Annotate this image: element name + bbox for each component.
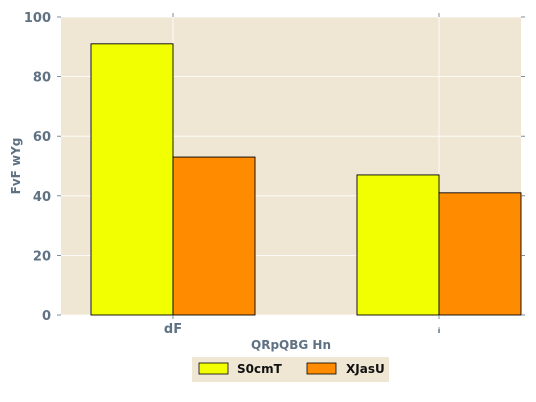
bars-group — [90, 43, 522, 316]
x-axis-ticks: dF ᵢ — [164, 13, 441, 337]
y-tick-label: 0 — [42, 309, 51, 324]
legend: S0cmT XJasU — [192, 357, 389, 382]
x-axis-label: QRpQBG Hn — [251, 338, 331, 352]
y-axis-label: FvF wYg — [9, 138, 23, 195]
y-axis-ticks: 0 20 40 60 80 100 — [24, 11, 525, 324]
bar-1-2 — [356, 174, 440, 316]
bar-2-2 — [438, 192, 522, 316]
y-tick-label: 40 — [33, 190, 51, 205]
y-tick-label: 100 — [24, 11, 51, 26]
legend-label-series-1: S0cmT — [237, 362, 283, 376]
bar-2-1 — [172, 156, 256, 316]
y-tick-label: 60 — [33, 130, 51, 145]
bar-1-1 — [90, 43, 174, 316]
y-tick-label: 80 — [33, 71, 51, 86]
legend-swatch-series-1 — [198, 362, 229, 375]
legend-swatch-series-2 — [306, 362, 337, 375]
x-tick-label: dF — [164, 322, 182, 337]
y-tick-label: 20 — [33, 249, 51, 264]
legend-label-series-2: XJasU — [346, 362, 385, 376]
x-tick-label: ᵢ — [438, 322, 441, 337]
